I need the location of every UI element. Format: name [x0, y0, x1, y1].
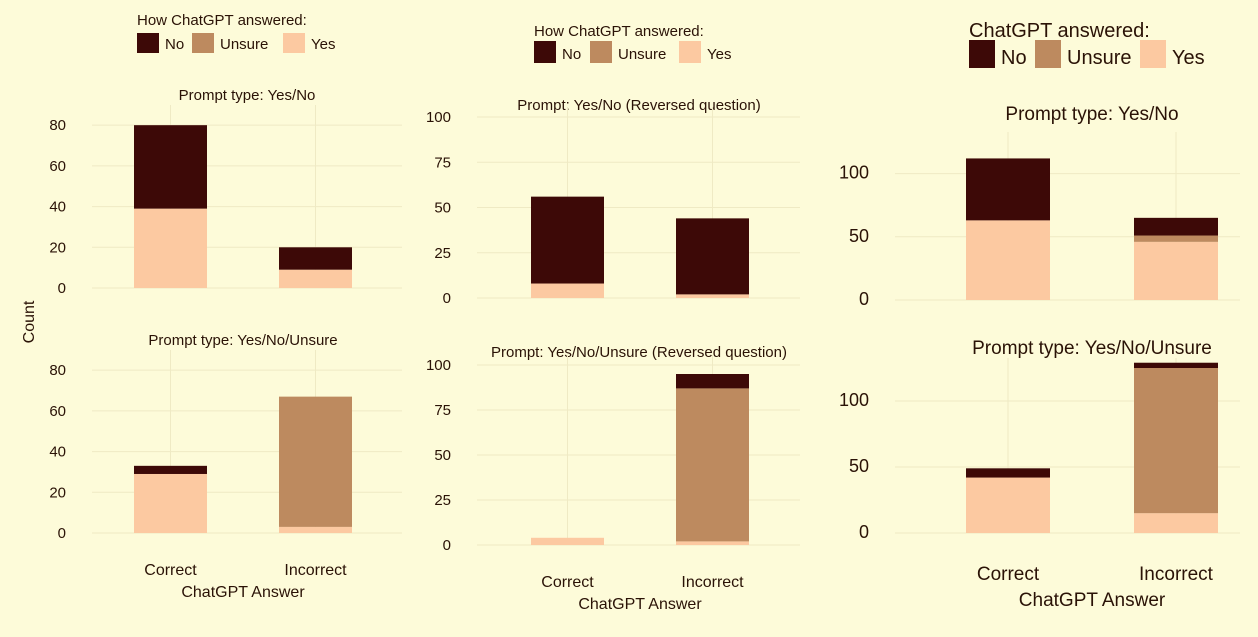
panel3-facet1-bar-incorrect-yes — [1134, 241, 1218, 300]
panel1-facet2-bar-incorrect-unsure — [279, 396, 352, 527]
panel2-facet1-bar-correct-yes — [531, 283, 604, 298]
panel2-legend-label-yes: Yes — [707, 46, 731, 63]
panel2-facet2-ytick-label: 100 — [426, 357, 451, 374]
panel2-legend-label-unsure: Unsure — [618, 46, 666, 63]
panel2-facet2-title: Prompt: Yes/No/Unsure (Reversed question… — [491, 344, 787, 361]
panel3-facet1-ytick-label: 100 — [839, 163, 869, 183]
panel3-facet2-ytick-label: 50 — [849, 456, 869, 476]
panel2-facet1-ytick-label: 25 — [434, 245, 451, 262]
panel2-facet2-bar-incorrect-no — [676, 374, 749, 389]
panel1-legend-swatch-yes — [283, 33, 305, 53]
panel3-legend-swatch-unsure — [1035, 40, 1061, 68]
panel1-facet1-bar-incorrect-no — [279, 247, 352, 270]
panel3-xtick-label-correct: Correct — [977, 564, 1040, 585]
panel3-facet2-bar-correct-yes — [966, 477, 1050, 533]
panel1-facet2-ytick-label: 60 — [49, 403, 66, 420]
panel1-legend-swatch-no — [137, 33, 159, 53]
panel2-facet1-ytick-label: 50 — [434, 200, 451, 217]
panel1-facet1-ytick-label: 40 — [49, 199, 66, 216]
panel2-facet1-ytick-label: 75 — [434, 154, 451, 171]
panel1-xtick-label-incorrect: Incorrect — [284, 562, 347, 579]
panel3-facet1-bar-correct-no — [966, 158, 1050, 221]
panel1-facet1-bar-correct-yes — [134, 208, 207, 288]
panel3-xtick-label-incorrect: Incorrect — [1139, 564, 1214, 585]
panel2-xtick-label-correct: Correct — [541, 574, 594, 591]
panel1-facet2-ytick-label: 80 — [49, 362, 66, 379]
panel1-facet2-title: Prompt type: Yes/No/Unsure — [148, 332, 337, 349]
panel2-x-axis-label: ChatGPT Answer — [578, 596, 702, 613]
panel1-facet2-bar-correct-no — [134, 465, 207, 474]
panel1-facet2-bar-incorrect-yes — [279, 526, 352, 533]
panel2-legend-swatch-unsure — [590, 41, 612, 63]
panel3-legend-label-yes: Yes — [1172, 47, 1205, 69]
panel2-facet2-bar-incorrect-unsure — [676, 388, 749, 542]
panel2-facet2-ytick-label: 0 — [443, 537, 451, 554]
panel3-facet2-bar-incorrect-yes — [1134, 513, 1218, 533]
panel3-facet2-bar-incorrect-unsure — [1134, 368, 1218, 514]
panel1-facet2-ytick-label: 0 — [58, 525, 66, 542]
panel3-legend-label-unsure: Unsure — [1067, 47, 1131, 69]
panel1-legend-swatch-unsure — [192, 33, 214, 53]
panel3-facet2-ytick-label: 100 — [839, 390, 869, 410]
panel1-facet2-ytick-label: 40 — [49, 444, 66, 461]
panel1-facet1-bar-incorrect-yes — [279, 269, 352, 288]
panel2-facet1-bar-incorrect-no — [676, 218, 749, 295]
panel1-facet1-ytick-label: 60 — [49, 158, 66, 175]
panel3-legend-swatch-yes — [1140, 40, 1166, 68]
panel3-facet1-bar-incorrect-unsure — [1134, 235, 1218, 242]
panel3-facet1-bar-incorrect-no — [1134, 217, 1218, 236]
panel3-legend-label-no: No — [1001, 47, 1027, 69]
panel2-facet2-bar-correct-yes — [531, 537, 604, 545]
panel2-xtick-label-incorrect: Incorrect — [681, 574, 744, 591]
panel2-facet1-bar-correct-no — [531, 196, 604, 284]
panel3-facet2-bar-incorrect-no — [1134, 362, 1218, 368]
shared-y-axis-label: Count — [21, 300, 38, 343]
panel2-facet2-ytick-label: 25 — [434, 492, 451, 509]
panel1-legend-title: How ChatGPT answered: — [137, 12, 307, 29]
panel2-facet1-title: Prompt: Yes/No (Reversed question) — [517, 97, 760, 114]
panel2-legend-label-no: No — [562, 46, 581, 63]
panel2-facet1-ytick-label: 0 — [443, 290, 451, 307]
panel1-facet2-bar-correct-yes — [134, 473, 207, 533]
panel1-legend-label-unsure: Unsure — [220, 36, 268, 53]
panel3-facet1-ytick-label: 0 — [859, 289, 869, 309]
panel3-facet1-ytick-label: 50 — [849, 226, 869, 246]
panel1-legend-label-no: No — [165, 36, 184, 53]
panel1-xtick-label-correct: Correct — [144, 562, 197, 579]
panel1-facet1-ytick-label: 20 — [49, 239, 66, 256]
panel3-x-axis-label: ChatGPT Answer — [1019, 590, 1166, 611]
panel1-x-axis-label: ChatGPT Answer — [181, 584, 305, 601]
panel3-facet1-bar-correct-yes — [966, 220, 1050, 300]
panel3-legend-swatch-no — [969, 40, 995, 68]
panel1-legend-label-yes: Yes — [311, 36, 335, 53]
panel2-facet2-ytick-label: 50 — [434, 447, 451, 464]
panel2-facet2-ytick-label: 75 — [434, 402, 451, 419]
panel3-legend-title: ChatGPT answered: — [969, 20, 1150, 42]
panel3-facet1-title: Prompt type: Yes/No — [1005, 104, 1178, 125]
panel2-facet1-bar-incorrect-yes — [676, 294, 749, 298]
panel1-facet1-title: Prompt type: Yes/No — [179, 87, 316, 104]
panel1-facet1-ytick-label: 80 — [49, 117, 66, 134]
panel3-facet2-ytick-label: 0 — [859, 522, 869, 542]
panel3-facet2-bar-correct-no — [966, 468, 1050, 478]
panel2-legend-swatch-no — [534, 41, 556, 63]
panel2-legend-swatch-yes — [679, 41, 701, 63]
panel1-facet2-ytick-label: 20 — [49, 484, 66, 501]
panel2-facet1-ytick-label: 100 — [426, 109, 451, 126]
panel1-facet1-bar-correct-no — [134, 125, 207, 209]
panel2-facet2-bar-incorrect-yes — [676, 541, 749, 545]
panel2-legend-title: How ChatGPT answered: — [534, 23, 704, 40]
panel3-facet2-title: Prompt type: Yes/No/Unsure — [972, 338, 1212, 359]
panel1-facet1-ytick-label: 0 — [58, 280, 66, 297]
